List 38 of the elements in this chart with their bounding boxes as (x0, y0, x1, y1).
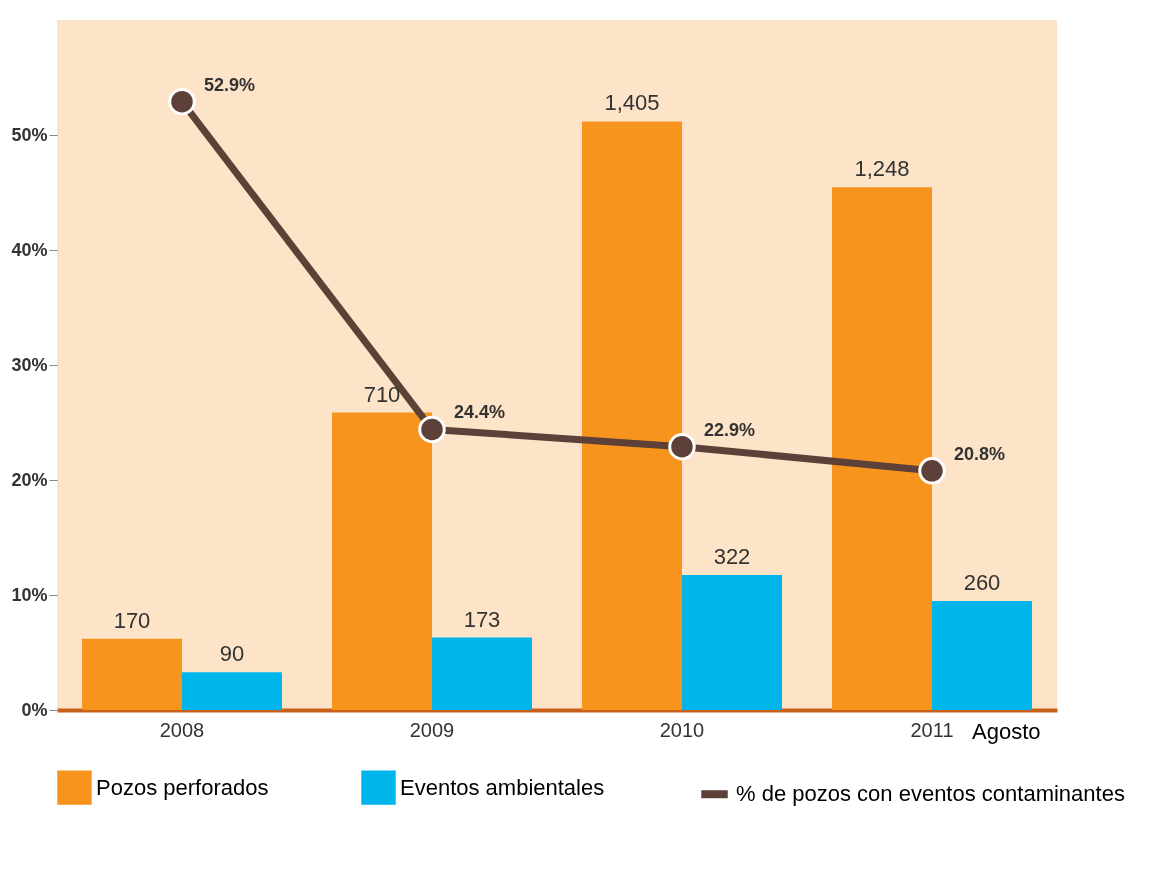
data-label: 173 (463, 606, 501, 632)
bar (82, 638, 182, 710)
bar (332, 412, 432, 710)
bar (182, 672, 282, 710)
data-label: 322 (713, 544, 751, 570)
point (668, 432, 696, 461)
bar (832, 187, 932, 710)
y-tick-label: 40% (11, 239, 48, 260)
data-label: 1,405 (604, 90, 660, 116)
y-tick-label: 20% (11, 469, 48, 490)
y-tick-label: 50% (11, 124, 48, 145)
legend-label: Eventos ambientales (400, 774, 605, 800)
data-label: 90 (219, 641, 245, 667)
x-tick-label: 2010 (659, 718, 705, 741)
x-tick-label: 2008 (159, 718, 205, 741)
text: Agosto (972, 719, 1041, 744)
data-label: 1,248 (854, 156, 910, 182)
y-tick-label: 10% (11, 584, 48, 605)
data-label: 20.8% (954, 443, 1006, 464)
data-label: 52.9% (204, 74, 256, 95)
x-tick-label: 2009 (409, 718, 455, 741)
bar (432, 637, 532, 710)
legend-label: Pozos perforados (96, 774, 269, 800)
point (918, 457, 946, 485)
data-label: 260 (963, 570, 1001, 596)
bar (582, 121, 682, 710)
x-tick-label: 2011 (910, 718, 954, 741)
y-tick-label: 0% (21, 699, 48, 720)
bar (932, 601, 1032, 710)
data-label: 170 (113, 607, 151, 633)
point (418, 415, 446, 444)
data-label: 24.4% (454, 402, 506, 423)
data-label: 22.9% (704, 419, 756, 440)
bar (682, 575, 782, 710)
legend-label: % de pozos con eventos contaminantes (736, 781, 1125, 807)
data-label: 710 (363, 381, 401, 407)
y-tick-label: 30% (11, 354, 48, 375)
point (168, 87, 196, 116)
